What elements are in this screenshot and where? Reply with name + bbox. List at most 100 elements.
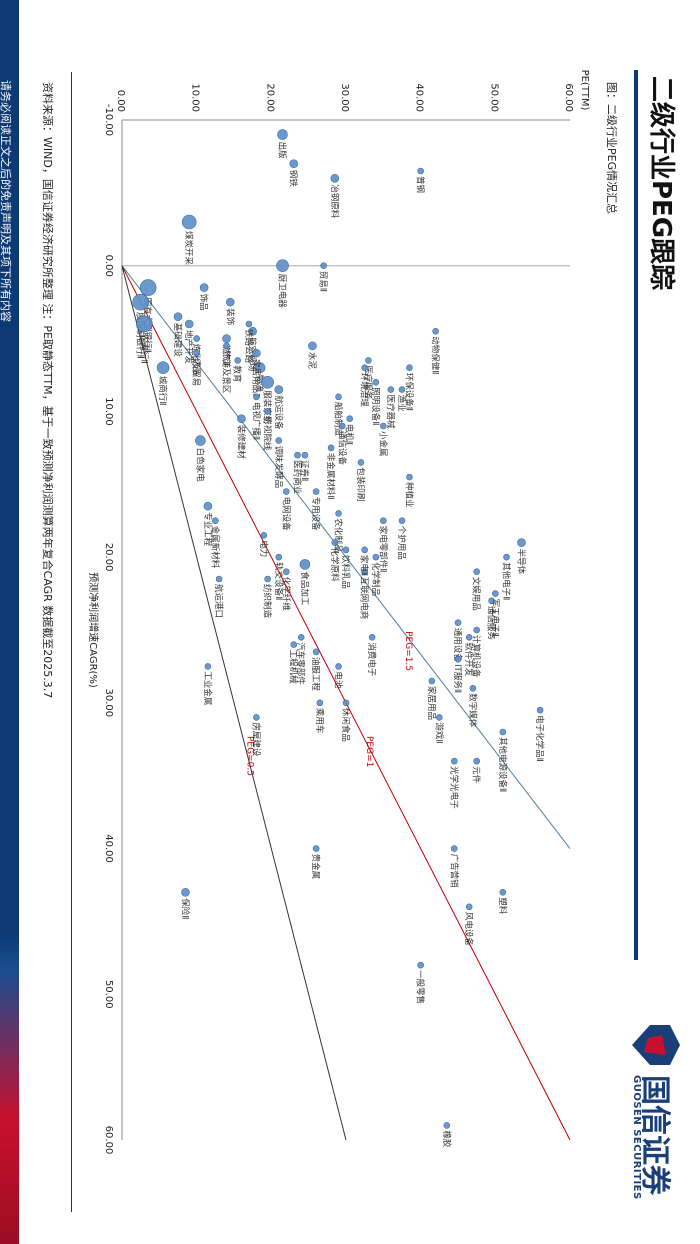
data-point: [492, 590, 499, 597]
data-point-label: 保险Ⅱ: [179, 898, 190, 919]
data-point: [330, 173, 340, 183]
data-point: [331, 539, 339, 546]
data-point-label: 计算机设备: [471, 635, 482, 678]
data-point-label: 医药商业: [291, 460, 302, 494]
data-point: [428, 677, 436, 685]
data-point-label: 化学纤维: [280, 577, 291, 612]
y-tick-label: 0.00: [115, 90, 126, 112]
data-point: [380, 517, 387, 525]
data-point-label: 厨卫电器: [277, 274, 288, 309]
data-point: [335, 393, 342, 401]
data-point-label: 工程机械: [288, 650, 299, 685]
data-point-label: 军工电子Ⅱ: [489, 599, 500, 637]
data-point: [274, 385, 284, 394]
data-point: [450, 757, 458, 765]
data-point: [282, 488, 290, 495]
data-point: [338, 422, 346, 430]
data-point-label: 游戏Ⅱ: [433, 722, 444, 743]
data-point: [203, 501, 213, 511]
data-point: [499, 728, 507, 736]
data-point-label: 教育: [232, 365, 243, 382]
data-point: [517, 538, 526, 547]
data-point: [297, 633, 305, 641]
data-point-label: 其他电子Ⅱ: [501, 562, 512, 600]
data-point-label: 金属新材料: [209, 526, 220, 569]
peg-line-label: PEG=1: [364, 736, 374, 767]
data-point: [335, 510, 342, 517]
data-point-label: 化学制品: [370, 562, 381, 596]
data-point: [406, 364, 413, 372]
data-point: [398, 386, 406, 393]
data-point-label: 广告营销: [448, 854, 459, 889]
data-point-label: 贵金属: [310, 854, 321, 880]
data-point: [417, 167, 424, 175]
data-point: [254, 362, 266, 374]
data-point: [342, 546, 350, 554]
data-point: [327, 444, 335, 452]
data-point: [308, 341, 317, 351]
data-point: [139, 279, 157, 296]
data-point-label: 煤炭开采: [183, 231, 194, 266]
data-point-label: 水泥: [306, 352, 317, 370]
data-point-label: 家居用品2: [250, 359, 261, 398]
data-point-label: 房屋建设: [250, 722, 261, 757]
data-point: [215, 575, 223, 583]
data-point-label: 燃气Ⅱ: [221, 345, 232, 366]
data-point-label: 通信设备: [336, 431, 347, 466]
data-point-label: 基础建设: [172, 323, 183, 358]
data-point: [132, 293, 149, 311]
data-point-label: 光学光电子: [448, 766, 459, 809]
data-point: [223, 342, 230, 350]
data-point-label: 工业金属: [202, 671, 213, 705]
data-point-label: 农商行Ⅱ: [138, 334, 149, 364]
data-point: [252, 348, 261, 358]
data-point: [253, 393, 260, 401]
data-point-label: 纺品: [191, 358, 202, 375]
data-point-label: 股份制银行Ⅱ: [135, 312, 146, 359]
data-point: [372, 553, 380, 561]
sidebar-band: [0, 0, 19, 1244]
data-point-label: 家居用品: [426, 686, 437, 720]
data-point-label: 文娱用品: [471, 577, 482, 611]
data-point-label: 汽车零部件: [295, 642, 306, 685]
data-point-label: 小金属: [377, 431, 388, 457]
data-point-label: 风电设备: [463, 912, 474, 947]
data-point-label: 家电零部件Ⅱ: [377, 526, 388, 573]
data-point-label: 食品加工: [299, 571, 310, 606]
data-point-label: 电池: [333, 671, 344, 689]
data-point: [346, 415, 354, 423]
x-axis-label: 预测净利润增速CAGR(%): [87, 572, 100, 688]
data-point: [473, 757, 480, 765]
data-point-label: 调味发酵品: [273, 446, 284, 489]
peg-line: [121, 265, 347, 1141]
data-point-label: 通信服务: [486, 606, 497, 641]
data-point: [473, 626, 480, 634]
data-point: [454, 655, 462, 663]
data-point: [204, 663, 212, 670]
x-tick-label: 50.00: [103, 980, 114, 1009]
data-point-label: 铁路公路: [243, 329, 254, 364]
data-point: [406, 473, 413, 481]
data-point: [417, 961, 424, 969]
data-point-label: 动物保健Ⅱ: [430, 336, 441, 374]
data-point-label: 塑料: [497, 897, 508, 915]
data-point-label: 医疗器械: [385, 395, 396, 430]
source-note: 资料来源：WIND，国信证券经济研究所整理 注：PE取静态TTM，基于一致预测净…: [41, 82, 54, 699]
data-point-label: 钢铁: [288, 170, 299, 188]
data-point-label: 物流: [254, 375, 265, 393]
data-point: [264, 575, 271, 583]
data-point-label: 环境治理: [359, 373, 370, 408]
y-tick-label: 20.00: [264, 83, 275, 112]
data-point-label: 渔业: [396, 395, 407, 412]
data-point: [316, 699, 324, 707]
data-point-label: 旅游及景区: [221, 351, 232, 394]
data-point-label: 环保设备Ⅱ: [403, 373, 414, 411]
data-point-label: 城商行Ⅱ: [157, 376, 168, 406]
data-point: [473, 568, 480, 576]
data-point-label: 农化制品: [333, 518, 344, 552]
data-point: [156, 361, 170, 375]
data-point-label: 消费电子: [366, 642, 377, 677]
data-point: [312, 648, 320, 656]
